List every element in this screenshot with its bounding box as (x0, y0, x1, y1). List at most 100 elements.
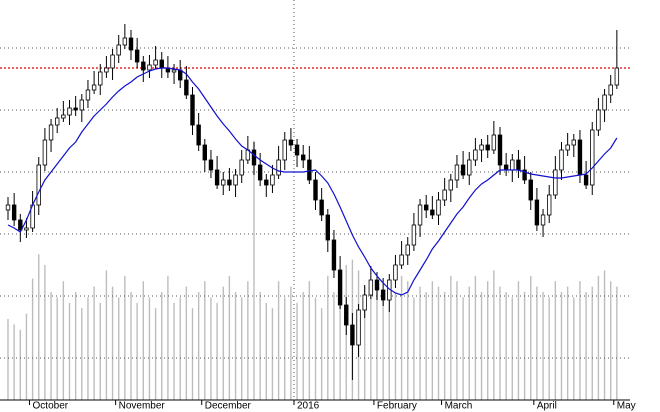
candle-body (104, 67, 109, 73)
candle-body (423, 204, 429, 211)
candle-body (307, 159, 312, 181)
candle-body (24, 227, 29, 231)
candle-body (473, 149, 478, 161)
x-tick-label: February (377, 401, 417, 412)
candle-body (467, 159, 472, 176)
candle-body (583, 174, 589, 186)
candle-body (393, 264, 398, 281)
candle-body (110, 54, 115, 69)
candle-body (233, 174, 238, 186)
moving-average (7, 67, 618, 296)
candle-body (436, 199, 441, 216)
candle-body (251, 149, 257, 166)
candle-body (55, 117, 60, 126)
candle-body (61, 114, 66, 119)
candle-body (547, 194, 552, 216)
candle-body (485, 144, 490, 151)
candle-body (270, 174, 275, 186)
candle-body (325, 214, 330, 241)
candle-body (577, 139, 583, 176)
candle-body (128, 37, 134, 51)
candle-body (380, 289, 386, 301)
candle-body (257, 164, 263, 181)
x-tick-label: March (445, 401, 473, 412)
candle-body (208, 159, 214, 171)
candle-body (264, 179, 269, 186)
x-tick-label: 2016 (297, 401, 320, 412)
candle-body (602, 94, 607, 111)
candle-body (454, 164, 460, 181)
candle-body (608, 84, 613, 96)
candle-body (565, 144, 570, 151)
candle-body (116, 44, 121, 56)
candle-body (516, 159, 521, 171)
candle-body (559, 149, 564, 171)
x-tick-label: April (537, 401, 557, 412)
candle-body (411, 224, 417, 246)
candle-body (368, 279, 374, 296)
candle-body (227, 179, 232, 186)
candle-body (122, 37, 128, 46)
candle-body (417, 204, 423, 226)
candle-body (134, 49, 140, 63)
x-tick-label: May (617, 401, 636, 412)
candle-body (276, 159, 281, 176)
candle-body (147, 64, 152, 71)
x-tick-label: November (119, 401, 166, 412)
candle-body (98, 71, 103, 86)
candle-body (153, 59, 158, 66)
candle-body (448, 179, 453, 191)
candle-body (239, 159, 244, 176)
candle-body (374, 279, 380, 291)
candle-body (313, 179, 318, 201)
candle-body (221, 179, 226, 186)
candle-body (282, 139, 287, 161)
candle-body (67, 107, 72, 116)
candle-body (497, 134, 503, 166)
candle-body (141, 61, 146, 71)
candle-body (202, 144, 207, 161)
candle-body (288, 139, 294, 146)
candle-body (48, 124, 54, 141)
candle-body (528, 179, 533, 201)
candle-body (405, 244, 410, 256)
candle-body (214, 169, 220, 186)
candle-body (91, 84, 97, 91)
candle-body (42, 139, 48, 166)
candle-body (196, 124, 201, 146)
candle-body (460, 164, 466, 176)
candle-body (159, 59, 164, 69)
candle-body (590, 129, 595, 186)
x-tick-label: October (33, 401, 69, 412)
candle-body (596, 109, 601, 131)
candle-body (36, 164, 41, 206)
candle-body (350, 324, 355, 346)
candle-body (553, 169, 558, 196)
candle-body (300, 154, 306, 161)
candle-body (190, 94, 195, 126)
candle-body (337, 269, 343, 306)
candle-body (430, 209, 435, 216)
candle-body (479, 144, 484, 151)
candle-body (85, 89, 91, 101)
candle-body (503, 164, 509, 171)
candle-body (442, 189, 447, 201)
candle-body (510, 159, 515, 171)
candle-body (540, 214, 546, 226)
candle-body (5, 204, 11, 211)
candle-body (399, 254, 404, 266)
candle-body (11, 204, 17, 221)
candle-body (356, 309, 361, 346)
x-tick-label: December (205, 401, 252, 412)
candle-body (331, 239, 337, 271)
candle-body (614, 67, 620, 86)
candle-body (522, 169, 527, 181)
candle-body (171, 69, 177, 73)
candle-body (362, 294, 367, 311)
candle-body (491, 134, 497, 151)
candle-body (534, 199, 540, 226)
candle-body (73, 107, 78, 111)
candle-body (344, 304, 349, 326)
candle-body (79, 99, 84, 111)
